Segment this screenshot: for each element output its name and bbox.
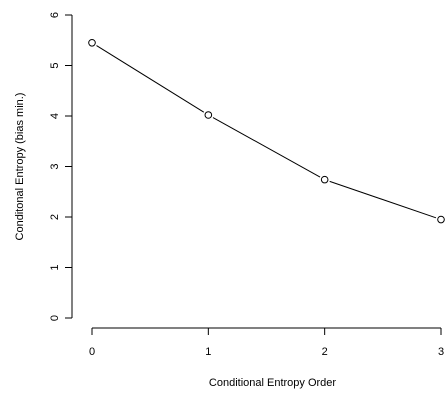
data-point xyxy=(437,215,445,224)
y-tick-label: 1 xyxy=(49,264,61,270)
x-axis-title: Conditional Entropy Order xyxy=(209,377,337,389)
series-line-segment xyxy=(96,45,205,113)
x-tick-label: 2 xyxy=(322,346,328,358)
series-line-segment xyxy=(329,180,437,219)
data-point xyxy=(320,175,329,184)
y-tick-label: 4 xyxy=(49,113,61,119)
plot-area xyxy=(88,38,445,224)
y-axis-title: Conditonal Entropy (bias min.) xyxy=(14,93,26,241)
x-axis: 0 1 2 3 xyxy=(89,327,444,358)
series-line-segment xyxy=(212,117,321,178)
y-tick-label: 6 xyxy=(49,12,61,18)
y-axis: 0 1 2 3 4 5 6 xyxy=(49,12,73,321)
y-tick-label: 2 xyxy=(49,214,61,220)
x-tick-label: 1 xyxy=(205,346,211,358)
y-tick-label: 3 xyxy=(49,163,61,169)
x-tick-label: 3 xyxy=(438,346,444,358)
data-point xyxy=(204,111,213,119)
y-tick-label: 5 xyxy=(49,62,61,68)
y-tick-label: 0 xyxy=(49,315,61,321)
x-tick-label: 0 xyxy=(89,346,95,358)
data-point xyxy=(88,38,96,47)
